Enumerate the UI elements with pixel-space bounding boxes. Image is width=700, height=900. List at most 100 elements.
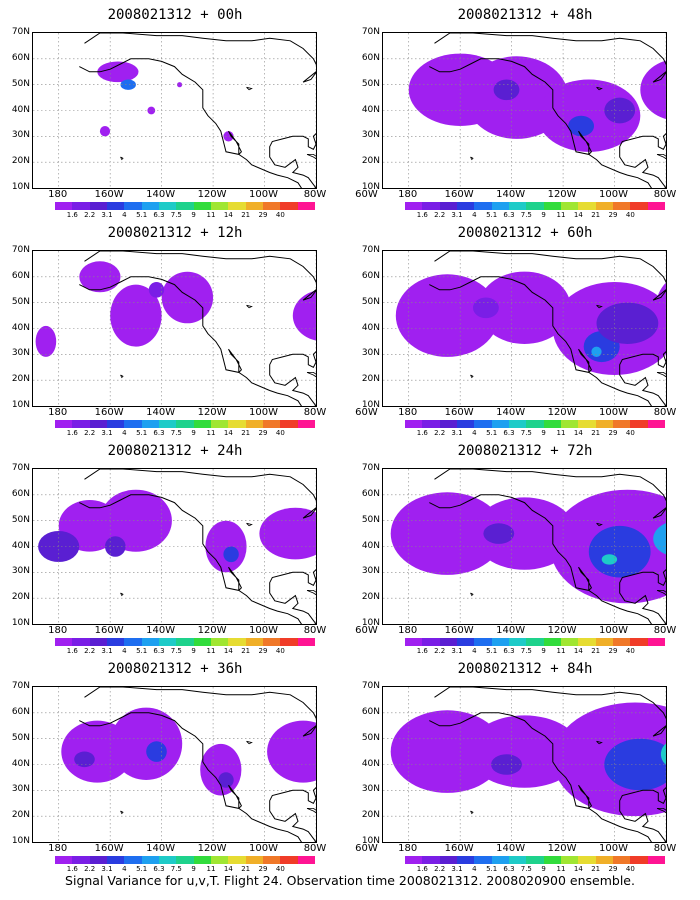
latitude-label: 60N: [11, 706, 30, 717]
colorbar-swatch: [595, 638, 613, 646]
colorbar-swatch: [158, 638, 177, 646]
colorbar-label: 3.1: [101, 429, 113, 437]
variance-region: [223, 546, 239, 563]
colorbar-swatch: [630, 638, 648, 646]
latitude-label: 10N: [361, 618, 380, 628]
latitude-label: 20N: [361, 374, 380, 385]
colorbar-swatch: [210, 638, 229, 646]
colorbar-label: 7.5: [520, 865, 532, 873]
colorbar-swatch: [141, 638, 159, 646]
colorbar-swatch: [55, 856, 73, 864]
colorbar-swatch: [176, 202, 194, 210]
colorbar: [405, 420, 665, 428]
latitude-label: 60N: [361, 488, 380, 499]
variance-region: [395, 274, 499, 357]
colorbar-swatch: [228, 420, 246, 428]
colorbar-swatch: [89, 638, 107, 646]
colorbar-label: 2.2: [434, 647, 446, 655]
longitude-label: 60W: [355, 189, 378, 200]
forecast-panel: 2008021312 + 48h 70N 60N 50N 40N 30N 20N 10N 180…: [350, 0, 700, 222]
colorbar-swatch: [491, 420, 509, 428]
longitude-label: 80W: [303, 407, 327, 418]
variance-region: [601, 554, 618, 565]
colorbar-swatch: [422, 202, 440, 210]
colorbar-label: 40: [625, 647, 635, 655]
colorbar-label: 3.1: [101, 865, 113, 873]
forecast-panel: 2008021312 + 60h 70N 60N 50N 40N 30N 20N 10N 180…: [350, 218, 700, 440]
colorbar-label: 29: [258, 865, 268, 873]
colorbar-swatch: [262, 202, 281, 210]
colorbar-swatch: [526, 202, 544, 210]
colorbar: [55, 202, 315, 210]
colorbar-label: 11: [556, 647, 566, 655]
latitude-label: 20N: [361, 592, 380, 603]
colorbar-label: 40: [275, 647, 285, 655]
colorbar-label: 14: [573, 429, 583, 437]
island-outline: [306, 154, 316, 160]
longitude-label: 120W: [547, 625, 577, 636]
variance-region: [97, 61, 139, 83]
colorbar: [405, 202, 665, 210]
colorbar-label: 3.1: [451, 211, 463, 219]
island-outline: [306, 590, 316, 596]
colorbar-swatch: [647, 638, 665, 646]
variance-region: [110, 284, 162, 347]
colorbar-label: 5.1: [486, 865, 498, 873]
longitude-label: 120W: [547, 843, 577, 854]
colorbar-swatch: [456, 638, 475, 646]
colorbar-swatch: [595, 420, 613, 428]
colorbar-swatch: [176, 638, 194, 646]
variance-region: [493, 79, 520, 101]
latitude-label: 60N: [11, 52, 30, 63]
colorbar-swatch: [297, 638, 315, 646]
latitude-label: 50N: [11, 514, 30, 525]
island-outline: [246, 86, 253, 91]
colorbar-label: 7.5: [170, 865, 182, 873]
longitude-label: 160W: [94, 625, 124, 636]
island-outline: [656, 590, 666, 596]
latitude-label: 10N: [11, 400, 30, 410]
variance-region: [200, 743, 242, 796]
colorbar: [405, 856, 665, 864]
longitude-label: 100W: [599, 625, 629, 636]
figure-caption: Signal Variance for u,v,T. Flight 24. Ob…: [65, 873, 635, 888]
colorbar-swatch: [280, 856, 298, 864]
colorbar-swatch: [612, 420, 631, 428]
colorbar-swatch: [543, 638, 561, 646]
colorbar-label: 1.6: [416, 211, 428, 219]
variance-region: [568, 115, 594, 137]
colorbar-label: 1.6: [66, 211, 78, 219]
latitude-label: 20N: [361, 810, 380, 821]
variance-region: [99, 489, 172, 552]
colorbar-swatch: [158, 202, 177, 210]
variance-region: [146, 741, 167, 762]
colorbar-label: 6.3: [503, 865, 515, 873]
variance-region: [390, 492, 504, 575]
coastline: [79, 469, 316, 624]
longitude-label: 120W: [547, 407, 577, 418]
colorbar-label: 3.1: [101, 647, 113, 655]
latitude-label: 30N: [11, 348, 30, 359]
latitude-label: 20N: [11, 810, 30, 821]
forecast-panel: 2008021312 + 12h 70N 60N 50N 40N 30N 20N 10N 180…: [0, 218, 378, 440]
island-outline: [596, 86, 603, 91]
island-outline: [120, 374, 124, 379]
colorbar-swatch: [560, 638, 579, 646]
longitude-label: 80W: [653, 843, 677, 854]
latitude-label: 30N: [361, 784, 380, 795]
colorbar: [55, 420, 315, 428]
variance-region: [483, 523, 515, 544]
colorbar-swatch: [297, 202, 315, 210]
latitude-label: 30N: [11, 566, 30, 577]
colorbar-swatch: [245, 202, 263, 210]
colorbar-label: 2.2: [84, 647, 96, 655]
latitude-label: 30N: [11, 130, 30, 141]
variance-region: [390, 710, 504, 793]
colorbar-label: 21: [591, 865, 601, 873]
longitude-label: 100W: [249, 189, 279, 200]
colorbar-swatch: [578, 202, 596, 210]
colorbar-swatch: [560, 420, 579, 428]
colorbar-label: 6.3: [503, 647, 515, 655]
longitude-label: 80W: [303, 625, 327, 636]
colorbar-swatch: [439, 638, 457, 646]
